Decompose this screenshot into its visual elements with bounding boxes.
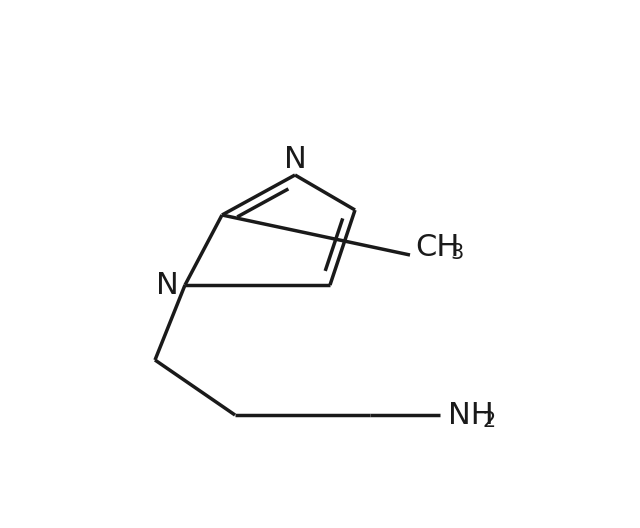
Text: CH: CH	[415, 233, 460, 262]
Text: 3: 3	[450, 243, 463, 263]
Text: NH: NH	[448, 401, 493, 429]
Text: N: N	[284, 146, 307, 174]
Text: 2: 2	[483, 411, 496, 431]
Text: N: N	[156, 270, 179, 299]
